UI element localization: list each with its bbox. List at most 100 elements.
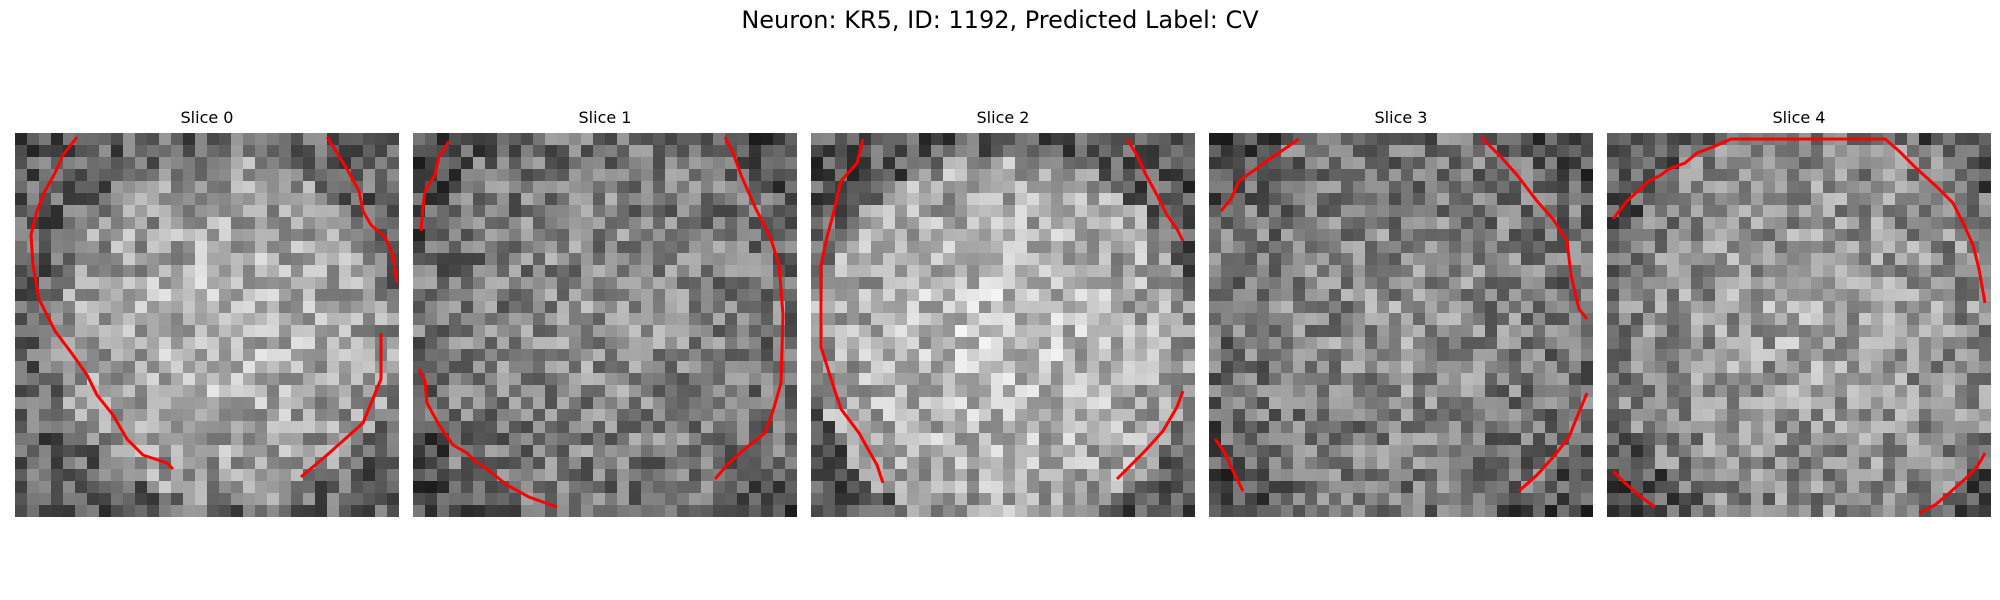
image-pixel — [1895, 337, 1908, 350]
image-pixel — [823, 325, 836, 338]
image-pixel — [1787, 265, 1800, 278]
image-pixel — [895, 325, 908, 338]
image-pixel — [785, 157, 797, 170]
image-pixel — [1557, 421, 1570, 434]
image-pixel — [931, 301, 944, 314]
image-pixel — [557, 505, 570, 517]
image-pixel — [1607, 169, 1620, 182]
image-pixel — [1763, 445, 1776, 458]
image-pixel — [581, 361, 594, 374]
image-pixel — [339, 469, 352, 482]
image-pixel — [1823, 397, 1836, 410]
image-pixel — [931, 169, 944, 182]
image-pixel — [1461, 433, 1474, 446]
image-pixel — [497, 445, 510, 458]
image-pixel — [39, 145, 52, 158]
image-pixel — [593, 493, 606, 506]
image-pixel — [147, 217, 160, 230]
image-pixel — [677, 193, 690, 206]
image-pixel — [1775, 373, 1788, 386]
image-pixel — [883, 457, 896, 470]
image-pixel — [497, 241, 510, 254]
image-pixel — [641, 313, 654, 326]
image-pixel — [255, 361, 268, 374]
image-pixel — [171, 301, 184, 314]
image-pixel — [1955, 301, 1968, 314]
image-pixel — [1353, 205, 1366, 218]
image-pixel — [823, 469, 836, 482]
image-pixel — [437, 157, 450, 170]
image-pixel — [1787, 181, 1800, 194]
image-pixel — [847, 469, 860, 482]
image-pixel — [1341, 145, 1354, 158]
image-pixel — [1389, 157, 1402, 170]
image-pixel — [967, 289, 980, 302]
image-pixel — [1763, 289, 1776, 302]
image-pixel — [629, 313, 642, 326]
image-pixel — [1135, 433, 1148, 446]
image-pixel — [1413, 229, 1426, 242]
image-pixel — [449, 421, 462, 434]
image-pixel — [1751, 241, 1764, 254]
image-pixel — [1111, 445, 1124, 458]
image-pixel — [1799, 205, 1812, 218]
image-pixel — [1847, 265, 1860, 278]
image-pixel — [1341, 301, 1354, 314]
image-pixel — [1835, 445, 1848, 458]
image-pixel — [437, 181, 450, 194]
image-pixel — [63, 169, 76, 182]
image-pixel — [811, 433, 824, 446]
image-pixel — [895, 301, 908, 314]
image-pixel — [327, 409, 340, 422]
image-pixel — [689, 445, 702, 458]
image-pixel — [1015, 337, 1028, 350]
image-pixel — [1353, 301, 1366, 314]
image-pixel — [677, 145, 690, 158]
image-pixel — [823, 445, 836, 458]
image-pixel — [581, 169, 594, 182]
image-pixel — [291, 277, 304, 290]
image-pixel — [27, 421, 40, 434]
image-pixel — [835, 217, 848, 230]
image-pixel — [931, 253, 944, 266]
image-pixel — [1979, 385, 1991, 398]
image-pixel — [737, 505, 750, 517]
image-pixel — [1979, 349, 1991, 362]
image-pixel — [1907, 301, 1920, 314]
image-pixel — [1075, 349, 1088, 362]
image-pixel — [207, 409, 220, 422]
image-pixel — [1209, 457, 1222, 470]
image-pixel — [87, 229, 100, 242]
image-pixel — [1377, 241, 1390, 254]
image-pixel — [1329, 457, 1342, 470]
image-pixel — [1955, 265, 1968, 278]
image-pixel — [1147, 409, 1160, 422]
image-pixel — [39, 241, 52, 254]
image-pixel — [1521, 313, 1534, 326]
image-pixel — [363, 229, 376, 242]
image-pixel — [497, 373, 510, 386]
image-pixel — [315, 229, 328, 242]
image-pixel — [979, 289, 992, 302]
image-pixel — [63, 361, 76, 374]
image-pixel — [1727, 289, 1740, 302]
image-pixel — [1679, 241, 1692, 254]
image-pixel — [1727, 157, 1740, 170]
image-pixel — [339, 181, 352, 194]
image-pixel — [677, 325, 690, 338]
image-pixel — [521, 505, 534, 517]
image-pixel — [1293, 397, 1306, 410]
image-pixel — [1619, 157, 1632, 170]
image-pixel — [737, 373, 750, 386]
image-pixel — [1063, 481, 1076, 494]
image-pixel — [689, 169, 702, 182]
image-pixel — [1545, 409, 1558, 422]
image-pixel — [521, 133, 534, 146]
image-pixel — [835, 481, 848, 494]
image-pixel — [449, 217, 462, 230]
image-pixel — [1931, 433, 1944, 446]
image-pixel — [1317, 493, 1330, 506]
image-pixel — [1135, 337, 1148, 350]
image-pixel — [701, 313, 714, 326]
image-pixel — [593, 157, 606, 170]
